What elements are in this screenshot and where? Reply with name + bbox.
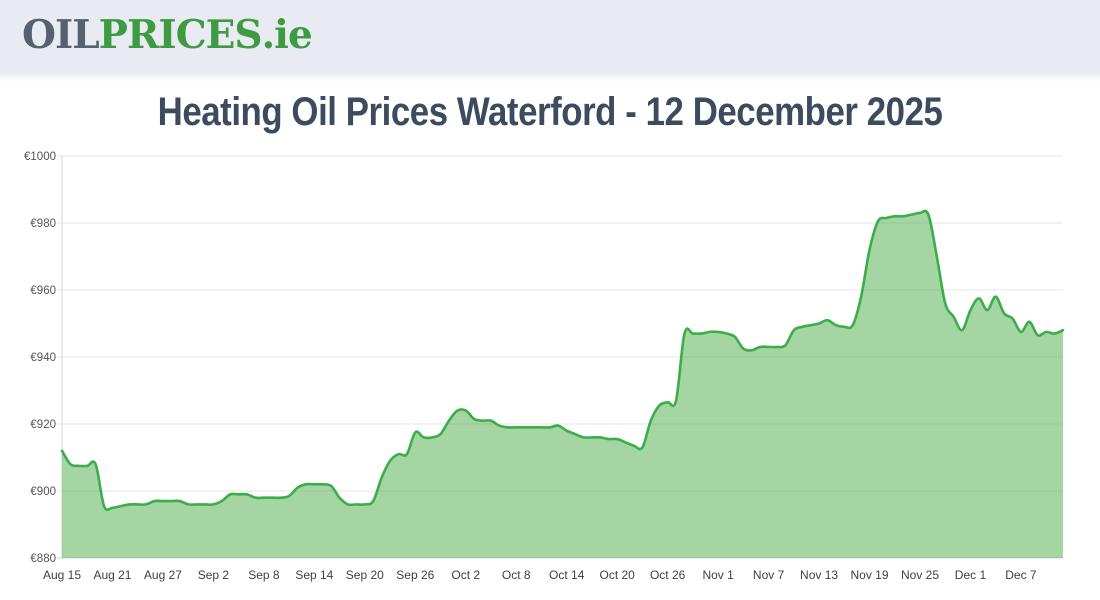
page-title-text: Heating Oil Prices Waterford - 12 Decemb… <box>157 90 943 134</box>
y-axis-label: €880 <box>30 553 56 565</box>
x-axis-label: Nov 19 <box>851 568 889 582</box>
page-title: Heating Oil Prices Waterford - 12 Decemb… <box>0 90 1100 135</box>
price-area <box>62 210 1063 559</box>
x-axis-label: Sep 8 <box>248 568 280 582</box>
site-logo[interactable]: OIL PRICES .ie <box>22 0 313 70</box>
x-axis-label: Oct 26 <box>650 568 686 582</box>
logo-text-oil: OIL <box>22 12 100 58</box>
logo-text-domain: .ie <box>261 12 313 58</box>
y-axis-label: €960 <box>30 285 56 297</box>
y-axis-label: €920 <box>30 419 56 431</box>
x-axis-label: Sep 14 <box>295 568 333 582</box>
x-axis-label: Sep 26 <box>396 568 434 582</box>
logo-text-prices: PRICES <box>98 12 263 58</box>
x-axis-label: Nov 25 <box>901 568 939 582</box>
x-axis-label: Dec 7 <box>1005 568 1037 582</box>
x-axis-label: Oct 14 <box>549 568 585 582</box>
x-axis-label: Sep 20 <box>346 568 384 582</box>
x-axis-label: Dec 1 <box>955 568 987 582</box>
y-axis-label: €1000 <box>24 151 56 163</box>
y-axis-label: €940 <box>30 352 56 364</box>
x-axis-label: Sep 2 <box>198 568 230 582</box>
x-axis-label: Nov 7 <box>753 568 785 582</box>
x-axis-label: Aug 27 <box>144 568 182 582</box>
x-axis-label: Oct 8 <box>502 568 531 582</box>
x-axis-label: Oct 20 <box>600 568 636 582</box>
x-axis-label: Oct 2 <box>451 568 480 582</box>
y-axis-label: €980 <box>30 218 56 230</box>
x-axis-label: Nov 13 <box>800 568 838 582</box>
x-axis-label: Aug 21 <box>93 568 131 582</box>
price-line <box>60 209 1065 512</box>
x-axis-label: Nov 1 <box>702 568 734 582</box>
x-axis-label: Aug 15 <box>43 568 81 582</box>
site-header: OIL PRICES .ie <box>0 0 1100 82</box>
y-axis-label: €900 <box>30 486 56 498</box>
